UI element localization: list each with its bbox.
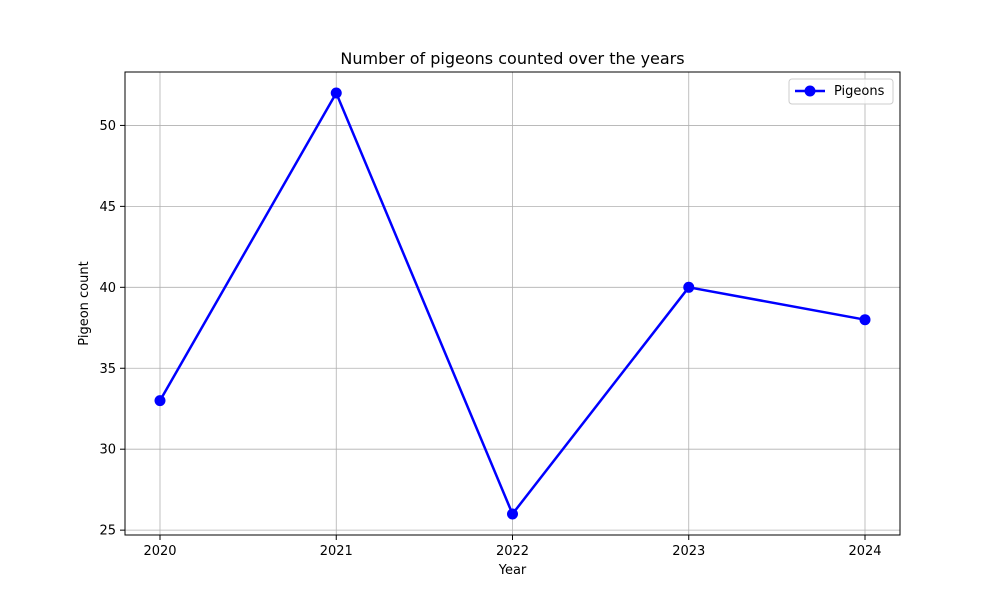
grid	[125, 72, 900, 535]
y-tick-label: 25	[99, 524, 116, 539]
legend: Pigeons	[788, 78, 894, 105]
legend-label-pigeons: Pigeons	[834, 84, 885, 99]
y-axis-ticks: 25 30 35 40 45 50	[99, 119, 125, 539]
series-layer	[154, 87, 871, 520]
x-axis-label: Year	[498, 563, 527, 578]
data-point	[154, 395, 166, 407]
y-axis-label: Pigeon count	[77, 261, 92, 345]
x-tick-label: 2023	[672, 544, 705, 559]
data-point	[683, 281, 695, 293]
x-tick-label: 2022	[496, 544, 529, 559]
data-point	[330, 87, 342, 99]
legend-box	[788, 78, 894, 105]
y-tick-label: 30	[99, 443, 116, 458]
y-tick-label: 45	[99, 200, 116, 215]
x-tick-label: 2021	[320, 544, 353, 559]
y-tick-label: 35	[99, 362, 116, 377]
legend-marker-swatch	[804, 85, 816, 97]
y-tick-label: 50	[99, 119, 116, 134]
y-tick-label: 40	[99, 281, 116, 296]
x-tick-label: 2024	[848, 544, 881, 559]
data-point	[507, 508, 518, 520]
data-point	[859, 314, 871, 326]
plot-frame	[124, 71, 901, 536]
x-axis-ticks: 2020 2021 2022 2023 2024	[143, 535, 882, 559]
chart-title: Number of pigeons counted over the years	[340, 49, 684, 68]
x-tick-label: 2020	[143, 544, 176, 559]
